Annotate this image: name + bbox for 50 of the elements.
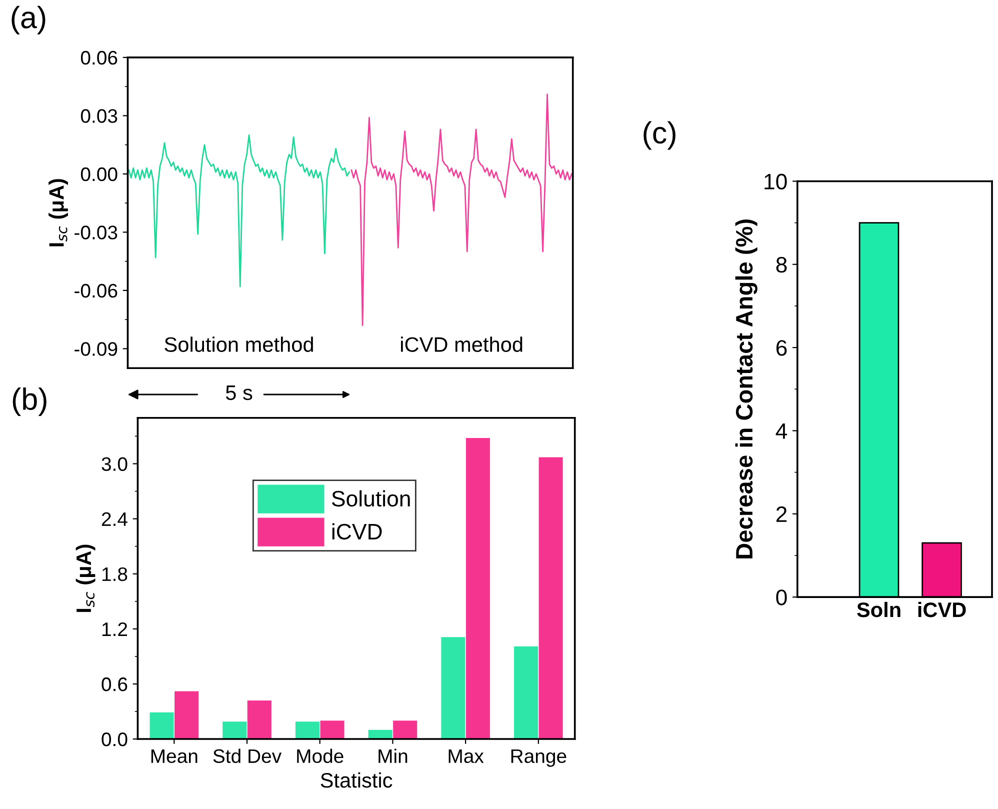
legend-label: Solution <box>332 490 410 507</box>
y-tick-label: 6 <box>776 340 787 356</box>
y-tick-label: -0.06 <box>74 284 118 298</box>
y-tick-label: 3.0 <box>102 457 128 471</box>
bar <box>295 722 320 740</box>
x-axis-title: Statistic <box>320 772 392 788</box>
y-tick-label: 4 <box>776 423 788 439</box>
y-tick-label: 10 <box>764 174 787 190</box>
legend-label: iCVD <box>332 523 382 540</box>
y-axis-title: I$_{sc}$ (μA) <box>76 544 96 612</box>
x-tick-label: Mode <box>297 748 344 764</box>
annotation: iCVD method <box>401 336 522 352</box>
annotation: Solution method <box>164 336 313 352</box>
x-tick-label: Std Dev <box>213 748 282 764</box>
bar <box>514 646 538 740</box>
y-tick-label: 1.8 <box>102 567 128 582</box>
y-tick-label: 0.06 <box>80 50 118 65</box>
y-tick-label: -0.03 <box>74 226 118 240</box>
y-tick-label: 2 <box>776 506 787 522</box>
chart-title: (a) <box>12 6 46 34</box>
y-tick-label: 0.00 <box>80 167 118 182</box>
y-tick-label: -0.09 <box>74 342 118 356</box>
bar <box>441 637 466 740</box>
x-tick-label: Max <box>448 749 484 764</box>
y-tick-label: 0.6 <box>102 677 128 692</box>
bar <box>174 691 199 740</box>
line-series <box>350 94 572 326</box>
y-axis-title: I$_{sc}$ (μA) <box>48 179 68 246</box>
x-tick-label: Min <box>378 748 408 763</box>
bar <box>466 438 490 740</box>
x-tick-label: Soln <box>857 602 900 618</box>
y-axis-title: Decrease in Contact Angle (%) <box>735 220 758 558</box>
x-tick-label: Mean <box>151 749 198 764</box>
chart-title: (c) <box>644 121 676 150</box>
bar <box>538 457 563 740</box>
y-tick-label: 2.4 <box>102 512 128 526</box>
y-tick-label: 0.03 <box>80 109 118 123</box>
bar <box>393 720 418 740</box>
bar <box>247 700 272 740</box>
bar <box>150 712 174 740</box>
y-tick-label: 0 <box>776 590 787 606</box>
y-tick-label: 1.2 <box>102 622 128 636</box>
x-tick-label: Range <box>511 749 566 767</box>
y-tick-label: 0.0 <box>102 732 128 746</box>
text: 5 s <box>226 386 252 400</box>
bar <box>320 720 344 740</box>
bar <box>222 722 247 740</box>
line-series <box>128 134 350 288</box>
chart-title: (b) <box>12 388 46 416</box>
y-tick-label: 8 <box>776 256 787 273</box>
